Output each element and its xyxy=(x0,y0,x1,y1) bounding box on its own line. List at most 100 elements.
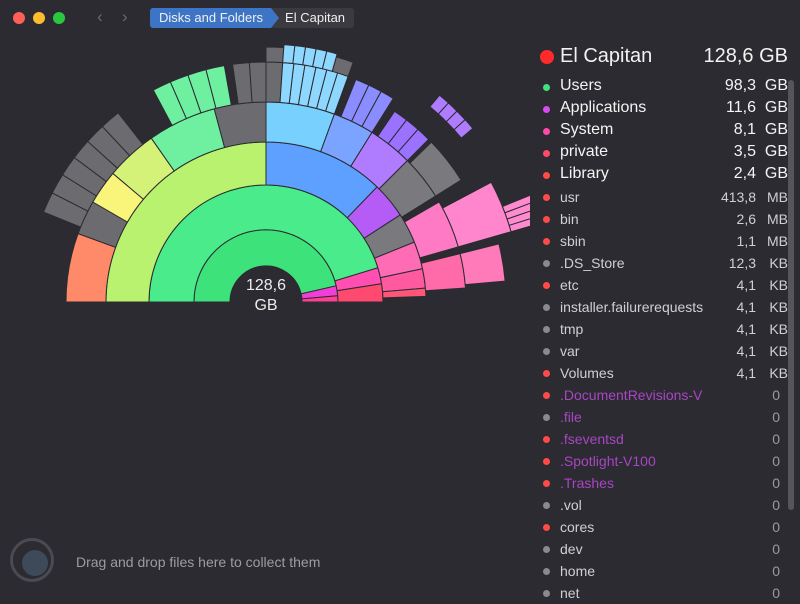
color-dot-icon xyxy=(543,260,550,267)
list-item[interactable]: Library 2,4 GB xyxy=(538,164,788,186)
item-size: 8,1 xyxy=(733,121,756,138)
forward-arrow-icon[interactable]: › xyxy=(122,7,128,26)
item-name: private xyxy=(560,143,609,160)
breadcrumb-el-capitan[interactable]: El Capitan xyxy=(271,8,355,28)
sunburst-segment[interactable] xyxy=(429,94,450,115)
list-item[interactable]: private 3,5 GB xyxy=(538,142,788,164)
list-item[interactable]: .Trashes 0 xyxy=(538,472,788,494)
item-name: cores xyxy=(560,519,595,535)
item-name: .Trashes xyxy=(560,475,614,491)
center-size-value: 128,6 xyxy=(245,277,287,294)
item-unit: GB xyxy=(764,165,788,182)
sunburst-segment[interactable] xyxy=(409,141,462,197)
sunburst-segment[interactable] xyxy=(340,78,370,122)
item-size: 0 xyxy=(772,409,780,425)
item-unit: MB xyxy=(767,233,788,249)
list-item[interactable]: System 8,1 GB xyxy=(538,120,788,142)
item-unit: GB xyxy=(764,143,788,160)
color-dot-icon xyxy=(543,216,550,223)
item-name: .file xyxy=(560,409,582,425)
list-item[interactable]: etc 4,1 KB xyxy=(538,274,788,296)
sunburst-segment[interactable] xyxy=(382,287,427,299)
item-size: 0 xyxy=(772,431,780,447)
item-size: 0 xyxy=(772,453,780,469)
item-size: 2,4 xyxy=(733,165,756,182)
sunburst-segment[interactable] xyxy=(232,62,253,105)
item-name: dev xyxy=(560,541,583,557)
item-size: 12,3 xyxy=(728,255,756,271)
sunburst-segment[interactable] xyxy=(420,252,467,292)
item-name: usr xyxy=(560,189,580,205)
item-name: tmp xyxy=(560,321,584,337)
sunburst-segment[interactable] xyxy=(42,192,89,228)
list-item[interactable]: .vol 0 xyxy=(538,494,788,516)
list-item[interactable]: .file 0 xyxy=(538,406,788,428)
list-item[interactable]: .Spotlight-V100 0 xyxy=(538,450,788,472)
sunburst-segment[interactable] xyxy=(459,243,506,286)
breadcrumb-disks-and-folders[interactable]: Disks and Folders xyxy=(150,8,280,28)
item-size: 1,1 xyxy=(736,233,756,249)
root-header[interactable]: El Capitan 128,6 GB xyxy=(538,44,788,68)
maximize-window-button[interactable] xyxy=(53,12,65,24)
item-name: .DocumentRevisions-V xyxy=(560,387,703,403)
list-item[interactable]: var 4,1 KB xyxy=(538,340,788,362)
item-size: 4,1 xyxy=(736,365,756,381)
item-size: 0 xyxy=(772,497,780,513)
list-item[interactable]: .fseventsd 0 xyxy=(538,428,788,450)
color-dot-icon xyxy=(543,194,550,201)
collector-ring-icon xyxy=(10,538,54,582)
list-item[interactable]: usr 413,8 MB xyxy=(538,186,788,208)
sunburst-segment[interactable] xyxy=(282,44,296,65)
color-dot-icon xyxy=(543,568,550,575)
item-name: Volumes xyxy=(560,365,614,381)
item-size: 0 xyxy=(772,563,780,579)
item-unit: GB xyxy=(764,99,788,116)
sunburst-chart[interactable] xyxy=(0,0,530,599)
item-size: 2,6 xyxy=(736,211,756,227)
item-name: home xyxy=(560,563,596,579)
color-dot-icon xyxy=(543,282,550,289)
title-bar: ‹ › Disks and Folders El Capitan xyxy=(0,0,800,36)
list-item[interactable]: Applications 11,6 GB xyxy=(538,98,788,120)
list-item[interactable]: tmp 4,1 KB xyxy=(538,318,788,340)
back-arrow-icon[interactable]: ‹ xyxy=(97,7,103,26)
sunburst-segment[interactable] xyxy=(501,193,530,214)
list-item[interactable]: .DS_Store 12,3 KB xyxy=(538,252,788,274)
color-dot-icon xyxy=(543,480,550,487)
list-item[interactable]: cores 0 xyxy=(538,516,788,538)
list-item[interactable]: Users 98,3 GB xyxy=(538,76,788,98)
item-size: 0 xyxy=(772,387,780,403)
list-item[interactable]: sbin 1,1 MB xyxy=(538,230,788,252)
item-unit: MB xyxy=(767,189,788,205)
item-unit: MB xyxy=(767,211,788,227)
sunburst-segment[interactable] xyxy=(265,46,285,64)
item-name: net xyxy=(560,585,580,601)
color-dot-icon xyxy=(543,348,550,355)
sunburst-segment[interactable] xyxy=(65,232,117,303)
list-item[interactable]: installer.failurerequests 4,1 KB xyxy=(538,296,788,318)
color-dot-icon xyxy=(543,524,550,531)
root-size: 128,6 GB xyxy=(703,45,788,67)
minimize-window-button[interactable] xyxy=(33,12,45,24)
sunburst-segment[interactable] xyxy=(152,81,187,127)
item-size: 11,6 xyxy=(726,99,756,116)
list-item[interactable]: .DocumentRevisions-V 0 xyxy=(538,384,788,406)
list-item[interactable]: Volumes 4,1 KB xyxy=(538,362,788,384)
center-size-label[interactable]: 128,6 GB xyxy=(230,276,302,316)
item-name: .DS_Store xyxy=(560,255,625,271)
list-item[interactable]: net 0 xyxy=(538,582,788,604)
sunburst-segment[interactable] xyxy=(373,241,424,279)
item-unit: KB xyxy=(769,255,788,271)
list-item[interactable]: home 0 xyxy=(538,560,788,582)
list-scrollbar[interactable] xyxy=(788,80,794,510)
list-item[interactable]: dev 0 xyxy=(538,538,788,560)
list-item[interactable]: bin 2,6 MB xyxy=(538,208,788,230)
close-window-button[interactable] xyxy=(13,12,25,24)
sunburst-segment[interactable] xyxy=(377,110,408,145)
item-name: var xyxy=(560,343,580,359)
item-size: 4,1 xyxy=(736,277,756,293)
color-dot-icon xyxy=(543,546,550,553)
item-size: 0 xyxy=(772,541,780,557)
item-size: 0 xyxy=(772,585,780,601)
item-size: 4,1 xyxy=(736,321,756,337)
